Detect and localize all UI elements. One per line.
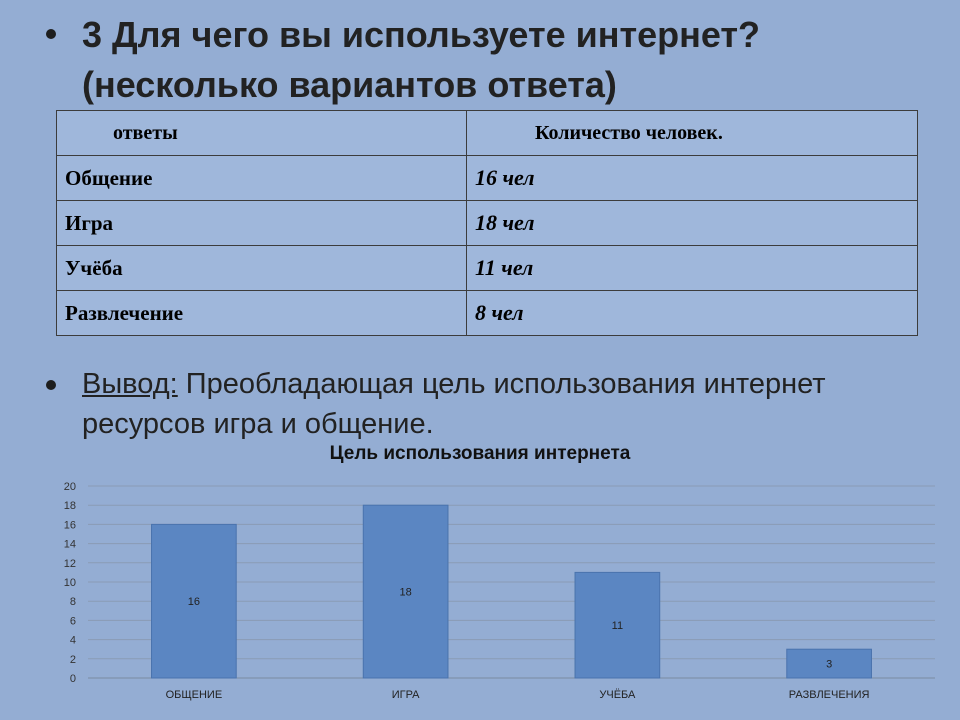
conclusion-text: Вывод: Преобладающая цель использования … <box>82 364 942 444</box>
y-tick-label: 20 <box>64 481 76 493</box>
header-answers: ответы <box>56 110 467 156</box>
title-bullet <box>46 29 56 39</box>
count-cell: 8 чел <box>466 290 918 336</box>
y-tick-label: 12 <box>64 558 76 570</box>
bar <box>362 504 449 679</box>
count-cell: 16 чел <box>466 155 918 201</box>
y-tick-label: 18 <box>64 500 76 512</box>
header-count: Количество человек. <box>466 110 918 156</box>
y-tick-label: 2 <box>70 654 76 666</box>
x-category-label: УЧЁБА <box>599 689 636 701</box>
x-category-label: ИГРА <box>392 689 420 701</box>
count-cell: 18 чел <box>466 200 918 246</box>
bar <box>574 571 661 679</box>
chart-title: Цель использования интернета <box>329 443 631 464</box>
bar <box>786 648 872 679</box>
count-cell: 11 чел <box>466 245 918 291</box>
bar-data-label: 3 <box>826 659 832 671</box>
x-axis-categories: ОБЩЕНИЕ ИГРА УЧЁБА РАЗВЛЕЧЕНИЯ <box>166 689 870 701</box>
table-row: Учёба 11 чел <box>56 245 918 291</box>
y-tick-label: 6 <box>70 615 76 627</box>
answer-cell: Игра <box>56 200 467 246</box>
bar-chart: 0 2 4 6 8 10 12 14 16 18 20 16 18 11 3 ОБЩЕНИЕ ИГРА УЧЁ… <box>64 481 935 701</box>
y-tick-label: 10 <box>64 577 76 589</box>
answer-cell: Учёба <box>56 245 467 291</box>
y-tick-label: 14 <box>64 539 76 551</box>
table-row: Развлечение 8 чел <box>56 290 918 336</box>
y-tick-label: 0 <box>70 673 76 685</box>
y-tick-label: 8 <box>70 596 76 608</box>
answer-cell: Общение <box>56 155 467 201</box>
chart-bars: 16 18 11 3 <box>151 504 872 679</box>
y-tick-label: 4 <box>70 635 76 647</box>
bar-data-label: 18 <box>400 587 412 599</box>
bar <box>151 523 237 679</box>
answer-cell: Развлечение <box>56 290 467 336</box>
conclusion-bullet <box>46 380 56 390</box>
y-axis-ticks: 0 2 4 6 8 10 12 14 16 18 20 <box>64 481 76 685</box>
y-tick-label: 16 <box>64 519 76 531</box>
x-category-label: ОБЩЕНИЕ <box>166 689 223 701</box>
table-row: Игра 18 чел <box>56 200 918 246</box>
conclusion-body: Преобладающая цель использования интерне… <box>82 368 826 440</box>
slide-title: 3 Для чего вы используете интернет? (нес… <box>82 14 761 105</box>
x-category-label: РАЗВЛЕЧЕНИЯ <box>789 689 870 701</box>
table-header-row: ответы Количество человек. <box>56 110 918 156</box>
survey-table: ответы Количество человек. Общение 16 че… <box>56 110 918 336</box>
conclusion-label: Вывод: <box>82 368 178 400</box>
bar-data-label: 11 <box>612 620 623 632</box>
bar-data-label: 16 <box>188 596 200 608</box>
table-row: Общение 16 чел <box>56 155 918 201</box>
